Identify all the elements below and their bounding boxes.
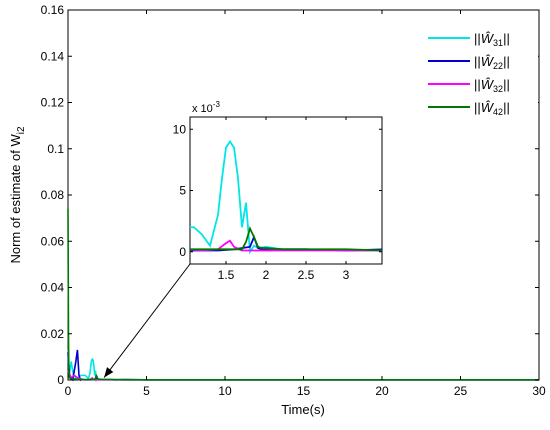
inset-x-tick-label: 3: [343, 268, 350, 282]
y-axis-label-subscript: i2: [16, 126, 27, 134]
main-y-tick-label: 0.16: [41, 3, 65, 17]
legend-item-32: ||Ŵ32||: [428, 77, 510, 94]
main-x-tick-label: 5: [143, 384, 150, 398]
inset-series-line-31: [190, 139, 382, 255]
main-x-tick-label: 10: [218, 384, 232, 398]
main-y-tick-label: 0.04: [41, 281, 65, 295]
main-y-tick-label: 0.06: [41, 234, 65, 248]
inset-multiplier-base: x 10: [192, 103, 213, 115]
inset-y-tick-label: 10: [173, 122, 187, 136]
y-axis-label-main: Norm of estimate of W: [8, 134, 23, 264]
inset-series-line-32: [190, 239, 382, 252]
main-y-tick-label: 0.08: [41, 188, 65, 202]
legend-box: [421, 27, 538, 120]
main-y-tick-label: 0.14: [41, 49, 65, 63]
inset-y-tick-label: 5: [179, 184, 186, 198]
inset-plot-frame: [189, 116, 383, 265]
main-x-tick-label: 25: [454, 384, 468, 398]
legend-items: ||Ŵ31|| ||Ŵ22|| ||Ŵ32|| ||Ŵ42||: [428, 31, 510, 117]
main-y-tick-label: 0: [57, 373, 64, 387]
main-x-ticks: 0 5 10 15 20 25 30: [65, 10, 546, 398]
main-y-tick-label: 0.02: [41, 327, 65, 341]
legend: ||Ŵ31|| ||Ŵ22|| ||Ŵ32|| ||Ŵ42||: [421, 27, 538, 120]
inset-y-multiplier: x 10-3: [192, 100, 220, 115]
main-x-tick-label: 20: [375, 384, 389, 398]
main-y-tick-label: 0.12: [41, 96, 65, 110]
inset-y-ticks: 0 5 10: [173, 122, 382, 259]
legend-label: ||Ŵ22||: [474, 54, 510, 71]
inset-x-tick-label: 2.5: [298, 268, 315, 282]
inset-series-line-42: [190, 225, 382, 252]
zoom-arrow-head: [104, 367, 114, 378]
x-axis-label: Time(s): [281, 402, 325, 417]
legend-item-22: ||Ŵ22||: [428, 54, 510, 71]
inset-x-tick-label: 1.5: [218, 268, 235, 282]
zoom-arrow: [103, 263, 191, 378]
main-x-tick-label: 15: [297, 384, 311, 398]
main-x-tick-label: 0: [65, 384, 72, 398]
inset-x-tick-label: 2: [263, 268, 270, 282]
inset-x-ticks: 1.5 2 2.5 3: [218, 117, 350, 282]
legend-label: ||Ŵ32||: [474, 77, 510, 94]
inset-y-tick-label: 0: [179, 245, 186, 259]
main-x-tick-label: 30: [532, 384, 546, 398]
legend-item-31: ||Ŵ31||: [428, 31, 510, 48]
main-y-tick-label: 0.1: [47, 142, 64, 156]
y-axis-label: Norm of estimate of Wi2: [8, 126, 27, 264]
legend-label: ||Ŵ31||: [474, 31, 510, 48]
inset-series-group: [190, 139, 382, 255]
inset-axes: 1.5 2 2.5 3 0 5 10 x 10-3: [173, 100, 383, 282]
legend-label: ||Ŵ42||: [474, 100, 510, 117]
main-y-ticks: 0 0.02 0.04 0.06 0.08 0.1 0.12 0.14 0.16: [41, 3, 539, 387]
zoom-arrow-line: [103, 263, 191, 378]
inset-multiplier-exponent: -3: [213, 100, 221, 109]
legend-item-42: ||Ŵ42||: [428, 100, 510, 117]
